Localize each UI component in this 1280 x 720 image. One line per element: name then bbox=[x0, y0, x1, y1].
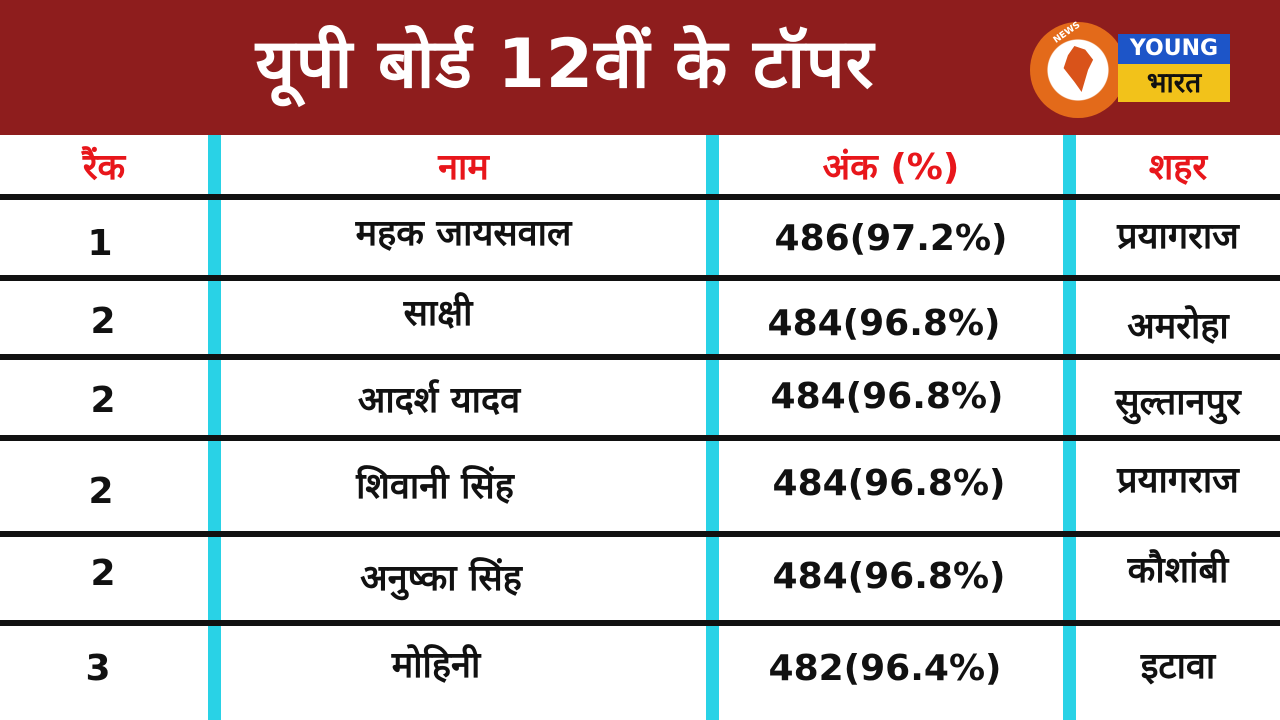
column-divider bbox=[208, 135, 221, 720]
page-title: यूपी बोर्ड 12वीं के टॉपर bbox=[255, 25, 875, 104]
city-cell: सुल्तानपुर bbox=[1115, 382, 1241, 423]
header-city: शहर bbox=[1148, 147, 1208, 188]
name-cell: अनुष्का सिंह bbox=[360, 558, 522, 599]
marks-cell: 484(96.8%) bbox=[767, 303, 1001, 344]
row-line bbox=[0, 354, 1280, 360]
logo-young: YOUNG bbox=[1118, 34, 1230, 64]
rank-cell: 2 bbox=[90, 380, 116, 421]
row-line bbox=[0, 194, 1280, 200]
city-cell: प्रयागराज bbox=[1117, 460, 1239, 501]
marks-cell: 486(97.2%) bbox=[774, 218, 1008, 259]
column-divider bbox=[706, 135, 719, 720]
marks-cell: 482(96.4%) bbox=[768, 648, 1002, 689]
header-banner: यूपी बोर्ड 12वीं के टॉपर NEWS YOUNG भारत bbox=[0, 0, 1280, 135]
row-line bbox=[0, 275, 1280, 281]
name-cell: महक जायसवाल bbox=[355, 213, 572, 254]
rank-cell: 2 bbox=[88, 471, 114, 512]
header-rank: रैंक bbox=[82, 147, 126, 188]
header-name: नाम bbox=[438, 147, 489, 188]
name-cell: शिवानी सिंह bbox=[356, 466, 514, 507]
header-marks: अंक (%) bbox=[822, 147, 960, 188]
city-cell: इटावा bbox=[1140, 646, 1216, 687]
rank-cell: 3 bbox=[85, 648, 111, 689]
city-cell: कौशांबी bbox=[1127, 550, 1229, 591]
name-cell: मोहिनी bbox=[391, 645, 481, 686]
marks-cell: 484(96.8%) bbox=[772, 463, 1006, 504]
row-line bbox=[0, 435, 1280, 441]
rank-cell: 2 bbox=[90, 553, 116, 594]
toppers-table: रैंक नाम अंक (%) शहर 1 महक जायसवाल 486(9… bbox=[0, 135, 1280, 720]
name-cell: साक्षी bbox=[403, 293, 473, 334]
young-bharat-logo: NEWS YOUNG भारत bbox=[1030, 20, 1270, 120]
row-line bbox=[0, 620, 1280, 626]
city-cell: प्रयागराज bbox=[1117, 216, 1239, 257]
rank-cell: 1 bbox=[87, 223, 113, 264]
row-line bbox=[0, 531, 1280, 537]
city-cell: अमरोहा bbox=[1127, 306, 1229, 347]
name-cell: आदर्श यादव bbox=[357, 380, 521, 421]
column-divider bbox=[1063, 135, 1076, 720]
logo-bharat: भारत bbox=[1118, 64, 1230, 102]
marks-cell: 484(96.8%) bbox=[770, 376, 1004, 417]
rank-cell: 2 bbox=[90, 301, 116, 342]
marks-cell: 484(96.8%) bbox=[772, 556, 1006, 597]
